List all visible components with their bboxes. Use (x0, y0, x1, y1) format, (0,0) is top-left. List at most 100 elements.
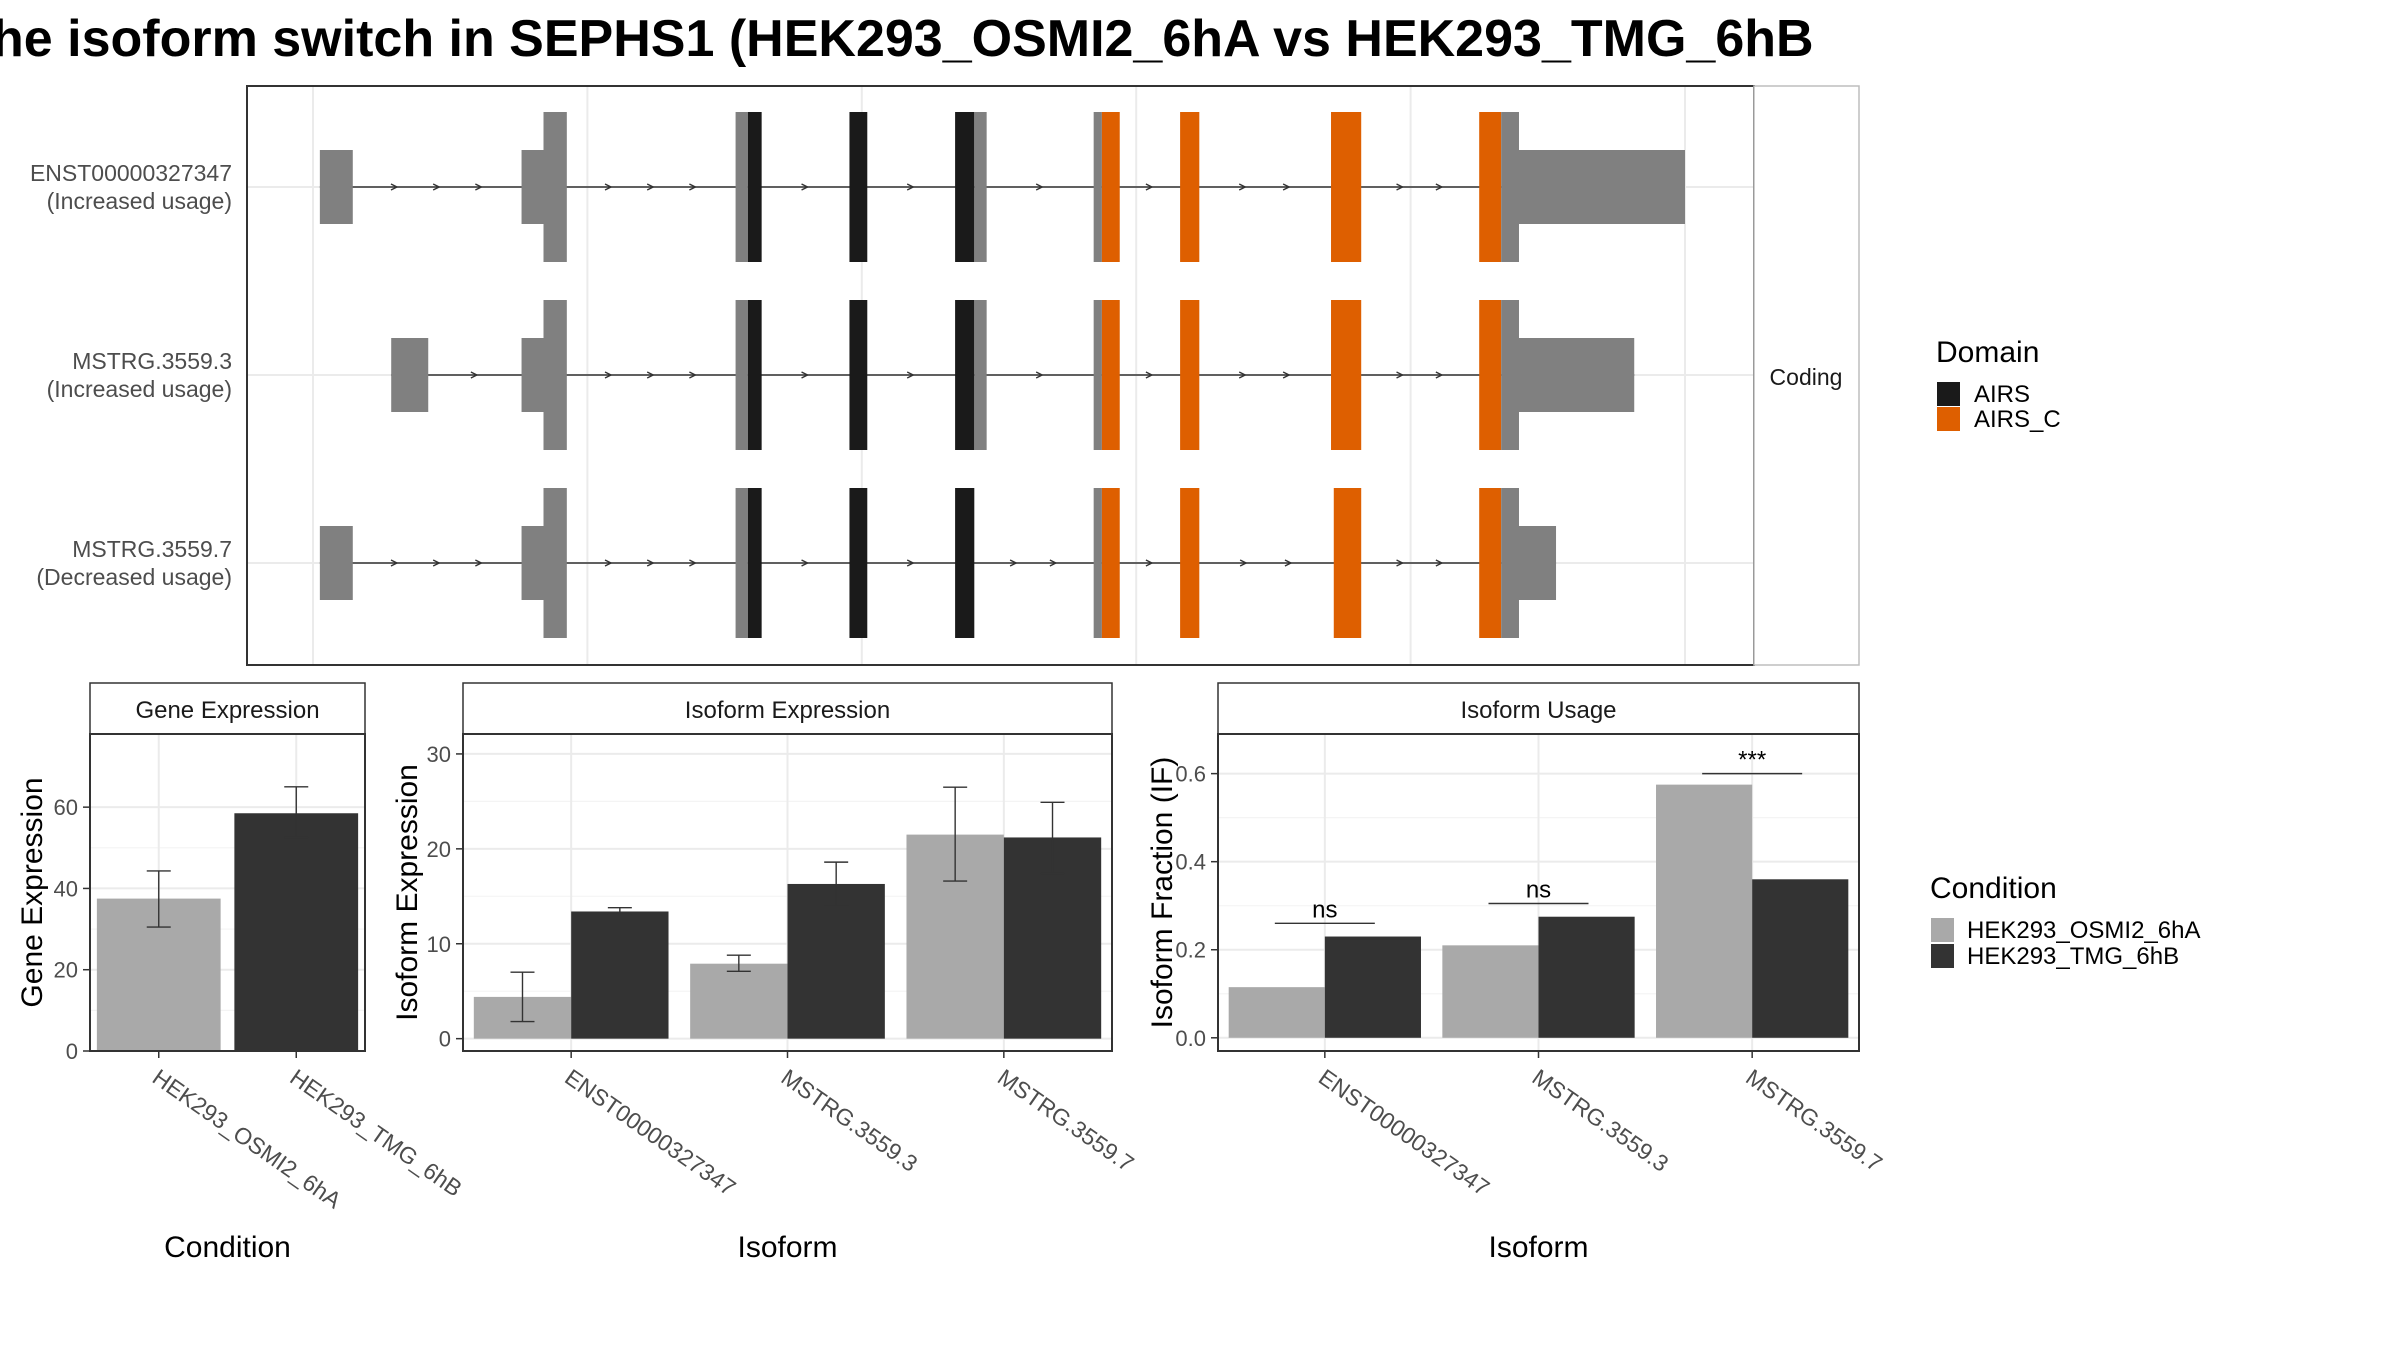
y-tick-label: 0.0 (1175, 1026, 1206, 1051)
structure-strip (1753, 85, 1860, 666)
intron-arrow (801, 371, 810, 379)
intron-arrow (646, 559, 655, 567)
bar (234, 813, 359, 1051)
exon-utr (974, 112, 987, 262)
condition-legend-label: HEK293_OSMI2_6hA (1967, 917, 2200, 944)
intron-arrow (1145, 183, 1154, 191)
intron-arrow (1435, 559, 1444, 567)
intron-arrow (432, 183, 441, 191)
x-tick-label: MSTRG.3559.3 (1528, 1064, 1674, 1177)
exon-AIRS (955, 112, 975, 262)
y-tick-label: 0 (439, 1027, 451, 1052)
exon-AIRS_C (1479, 112, 1502, 262)
y-tick-label: 40 (54, 876, 78, 901)
transcript-usage-note: (Decreased usage) (36, 564, 232, 590)
y-axis-title: Isoform Fraction (IF) (1146, 757, 1179, 1029)
exon-utr (735, 112, 748, 262)
exon-AIRS_C (1479, 488, 1502, 638)
x-tick-label: MSTRG.3559.3 (777, 1064, 923, 1177)
y-tick-label: 0.6 (1175, 762, 1206, 787)
intron-arrow (1435, 183, 1444, 191)
intron-arrow (646, 371, 655, 379)
intron-arrow (1239, 559, 1248, 567)
x-tick-label: ENST00000327347 (560, 1064, 740, 1201)
x-tick-label: MSTRG.3559.7 (1741, 1064, 1887, 1177)
exon-AIRS_C (1180, 112, 1200, 262)
intron-arrow (475, 183, 483, 191)
exon-AIRS (955, 300, 975, 450)
intron-arrow (1284, 559, 1293, 567)
exon-AIRS_C (1101, 112, 1120, 262)
exon-utr (1501, 300, 1519, 450)
intron-arrow (801, 559, 810, 567)
intron-arrow (689, 371, 697, 379)
exon-utr (543, 112, 567, 262)
exon-AIRS (955, 488, 975, 638)
y-tick-label: 20 (427, 837, 451, 862)
domain-legend-key (1937, 382, 1960, 406)
exon-utr_narrow (1518, 150, 1685, 224)
exon-AIRS (747, 112, 762, 262)
domain-legend-label: AIRS_C (1974, 406, 2061, 433)
exon-utr (319, 150, 353, 224)
intron-arrow (1396, 183, 1405, 191)
condition-legend-key (1931, 918, 1954, 942)
exon-AIRS_C (1331, 112, 1362, 262)
exon-utr (1093, 300, 1102, 450)
exon-utr (974, 300, 987, 450)
y-tick-label: 0.2 (1175, 938, 1206, 963)
bar (1324, 936, 1421, 1038)
domain-legend-label: AIRS (1974, 381, 2030, 408)
y-axis-title: Gene Expression (16, 777, 49, 1007)
intron-arrow (689, 183, 697, 191)
intron-arrow (1035, 371, 1044, 379)
exon-utr (319, 526, 353, 600)
bar (690, 963, 788, 1039)
exon-utr (735, 488, 748, 638)
domain-legend-key (1937, 407, 1960, 431)
intron-arrow (689, 559, 697, 567)
x-axis-title: Isoform (1488, 1231, 1588, 1264)
transcript-usage-note: (Increased usage) (47, 188, 232, 214)
panel-strip-title: Isoform Expression (685, 697, 890, 724)
intron-arrow (801, 183, 810, 191)
exon-utr (543, 488, 567, 638)
exon-AIRS_C (1180, 300, 1200, 450)
exon-AIRS (747, 488, 762, 638)
x-axis-title: Condition (164, 1231, 291, 1264)
intron-arrow (906, 183, 915, 191)
structure-strip-label: Coding (1770, 364, 1843, 390)
exon-utr_narrow (521, 338, 544, 412)
exon-AIRS (849, 300, 868, 450)
domain-legend-title: Domain (1936, 336, 2039, 369)
transcript-label: ENST00000327347 (30, 160, 232, 186)
exon-AIRS_C (1101, 488, 1120, 638)
exon-utr_narrow (521, 526, 544, 600)
exon-utr (1501, 488, 1519, 638)
transcript-structure-panel: ENST00000327347(Increased usage) MSTRG.35… (30, 85, 1860, 666)
exon-AIRS (747, 300, 762, 450)
bar (571, 911, 669, 1039)
exon-utr_narrow (521, 150, 544, 224)
intron-arrow (906, 371, 915, 379)
condition-legend-key (1931, 944, 1954, 968)
exon-utr (1093, 112, 1102, 262)
figure-title: he isoform switch in SEPHS1 (HEK293_OSMI… (0, 10, 1814, 68)
bar (1442, 945, 1539, 1038)
transcript-label: MSTRG.3559.3 (72, 348, 232, 374)
exon-utr (1093, 488, 1102, 638)
intron-arrow (1049, 559, 1058, 567)
y-tick-label: 20 (54, 958, 78, 983)
intron-arrow (1238, 183, 1247, 191)
intron-arrow (1145, 371, 1154, 379)
x-tick-label: MSTRG.3559.7 (993, 1064, 1139, 1177)
intron-arrow (1282, 183, 1291, 191)
transcript-label: MSTRG.3559.7 (72, 536, 232, 562)
y-tick-label: 0 (66, 1039, 78, 1064)
x-tick-label: ENST00000327347 (1314, 1064, 1494, 1201)
intron-arrow (390, 183, 399, 191)
exon-utr (543, 300, 567, 450)
intron-arrow (1035, 183, 1044, 191)
intron-arrow (1145, 559, 1154, 567)
